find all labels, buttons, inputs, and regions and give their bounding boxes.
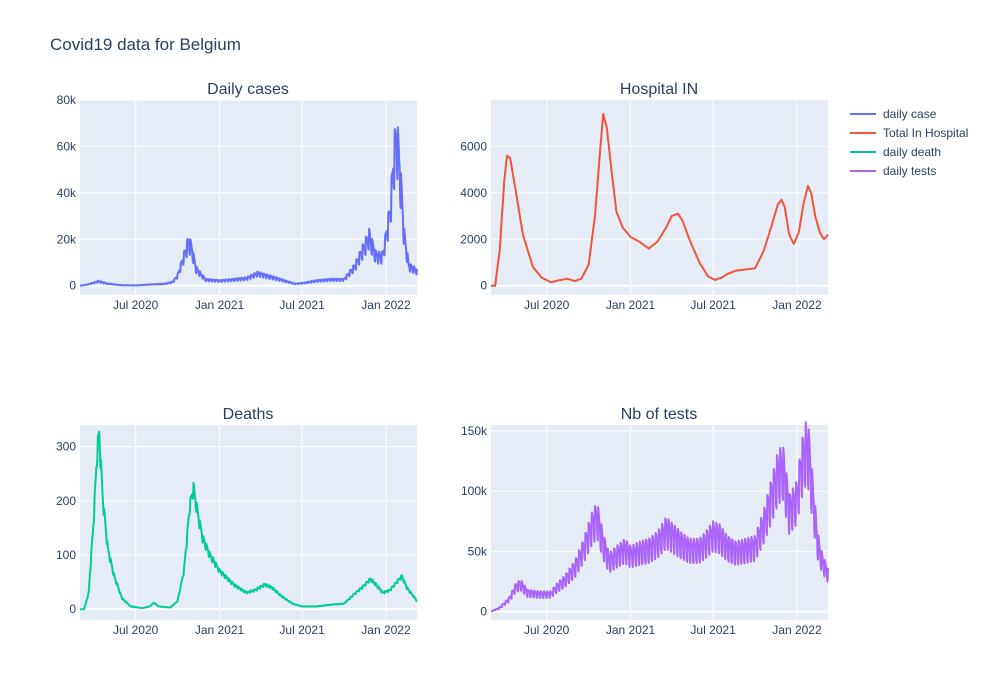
- daily-cases-xtick-label: Jan 2021: [195, 298, 245, 312]
- daily-cases-ytick-label: 20k: [57, 232, 77, 246]
- subplot-hospital-in: Hospital IN 0 2000 4000 6000 Jul 2020 Jan 202…: [460, 81, 829, 312]
- deaths-xtick-label: Jul 2020: [113, 623, 159, 637]
- deaths-ytick-label: 0: [69, 602, 76, 616]
- legend-item-total-in-hospital[interactable]: Total In Hospital: [850, 126, 968, 140]
- nb-of-tests-ytick-label: 150k: [461, 424, 488, 438]
- nb-of-tests-ytick-label: 100k: [461, 484, 488, 498]
- subplot-title-hospital-in: Hospital IN: [620, 81, 698, 98]
- hospital-in-xtick-label: Jan 2021: [606, 298, 656, 312]
- hospital-in-xtick-label: Jul 2020: [524, 298, 570, 312]
- legend-item-daily-tests[interactable]: daily tests: [850, 164, 936, 178]
- daily-cases-ytick-label: 60k: [57, 139, 77, 153]
- hospital-in-xtick-label: Jan 2022: [772, 298, 822, 312]
- series-line-daily-tests[interactable]: [490, 421, 829, 613]
- daily-cases-xtick-label: Jan 2022: [361, 298, 411, 312]
- hospital-in-ytick-label: 0: [480, 279, 487, 293]
- subplot-title-daily-cases: Daily cases: [207, 81, 289, 98]
- subplot-daily-cases: Daily cases 0 20k 40k 60k 80k Jul 2020 Jan 202…: [57, 81, 418, 312]
- nb-of-tests-ytick-label: 50k: [468, 544, 488, 558]
- subplot-nb-of-tests: Nb of tests 0 50k 100k 150k Jul 2020 Jan 2021…: [461, 406, 829, 637]
- legend[interactable]: daily case Total In Hospital daily death…: [850, 107, 968, 178]
- deaths-ytick-label: 300: [56, 440, 76, 454]
- series-line-daily-death[interactable]: [79, 430, 418, 611]
- deaths-ytick-label: 100: [56, 548, 76, 562]
- deaths-xtick-label: Jul 2021: [279, 623, 325, 637]
- nb-of-tests-xtick-label: Jul 2021: [690, 623, 736, 637]
- hospital-in-ytick-label: 6000: [460, 139, 487, 153]
- figure-title: Covid19 data for Belgium: [50, 35, 241, 54]
- nb-of-tests-ytick-label: 0: [480, 605, 487, 619]
- subplot-deaths: Deaths 0 100 200 300 Jul 2020 Jan 2021 Jul 202…: [56, 406, 418, 637]
- legend-label-daily-death: daily death: [883, 145, 941, 159]
- deaths-xtick-label: Jan 2022: [361, 623, 411, 637]
- hospital-in-plot-area[interactable]: [491, 100, 828, 295]
- daily-cases-ytick-label: 0: [69, 279, 76, 293]
- hospital-in-xtick-label: Jul 2021: [690, 298, 736, 312]
- daily-cases-ytick-label: 80k: [57, 93, 77, 107]
- nb-of-tests-plot-area[interactable]: [491, 425, 828, 620]
- nb-of-tests-xtick-label: Jul 2020: [524, 623, 570, 637]
- legend-label-daily-tests: daily tests: [883, 164, 936, 178]
- hospital-in-ytick-label: 2000: [460, 232, 487, 246]
- daily-cases-plot-area[interactable]: [80, 100, 417, 295]
- subplot-title-deaths: Deaths: [223, 406, 274, 423]
- hospital-in-ytick-label: 4000: [460, 186, 487, 200]
- daily-cases-xtick-label: Jul 2021: [279, 298, 325, 312]
- series-line-total-in-hospital[interactable]: [490, 112, 829, 287]
- deaths-ytick-label: 200: [56, 494, 76, 508]
- deaths-xtick-label: Jan 2021: [195, 623, 245, 637]
- legend-item-daily-death[interactable]: daily death: [850, 145, 941, 159]
- legend-label-total-in-hospital: Total In Hospital: [883, 126, 968, 140]
- legend-label-daily-case: daily case: [883, 107, 937, 121]
- daily-cases-xtick-label: Jul 2020: [113, 298, 159, 312]
- daily-cases-ytick-label: 40k: [57, 186, 77, 200]
- series-line-daily-case[interactable]: [79, 126, 418, 287]
- nb-of-tests-xtick-label: Jan 2021: [606, 623, 656, 637]
- nb-of-tests-xtick-label: Jan 2022: [772, 623, 822, 637]
- legend-item-daily-case[interactable]: daily case: [850, 107, 937, 121]
- subplot-title-nb-of-tests: Nb of tests: [621, 406, 697, 423]
